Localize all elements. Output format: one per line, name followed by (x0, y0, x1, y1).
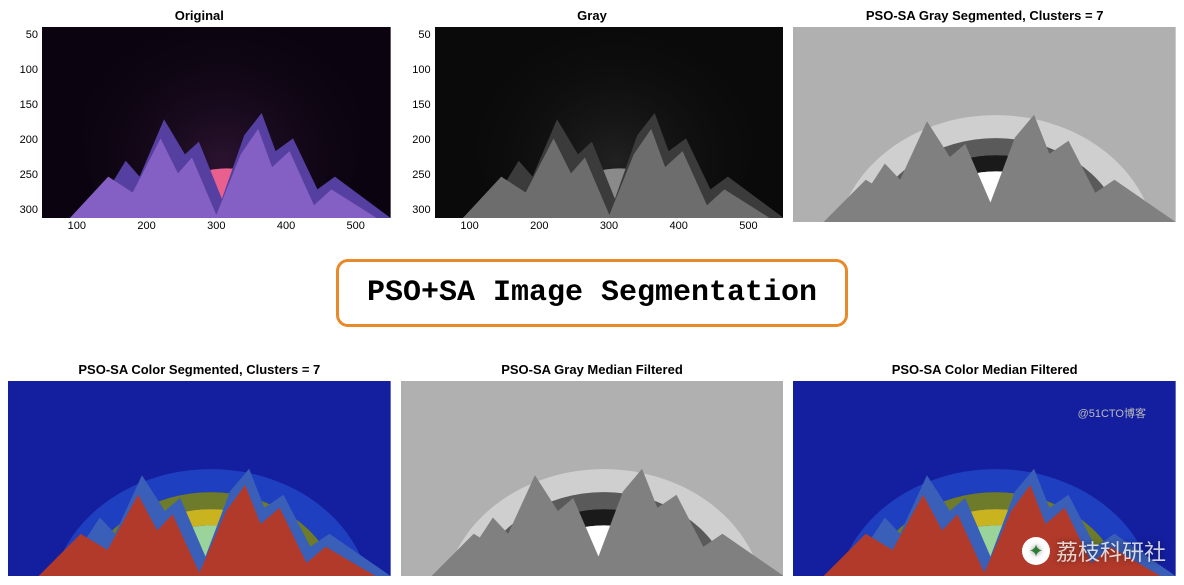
panel-title: PSO-SA Color Median Filtered (892, 362, 1078, 377)
y-tick: 100 (20, 64, 38, 76)
y-axis: 50 100 150 200 250 300 (8, 27, 42, 218)
panel-title: PSO-SA Gray Median Filtered (501, 362, 683, 377)
panel-title: Gray (577, 8, 607, 23)
title-banner: PSO+SA Image Segmentation (336, 259, 848, 327)
panel-original: Original 50 100 150 200 250 300 100 200 … (8, 8, 391, 223)
y-tick: 100 (412, 64, 430, 76)
panel-title: Original (175, 8, 224, 23)
y-tick: 300 (20, 204, 38, 216)
scene-gray-segmented (793, 27, 1176, 222)
title-banner-row: PSO+SA Image Segmentation (8, 233, 1176, 352)
panel-title: PSO-SA Gray Segmented, Clusters = 7 (866, 8, 1104, 23)
y-tick: 50 (418, 29, 430, 41)
image-frame (8, 381, 391, 576)
axes-wrapper: 50 100 150 200 250 300 100 200 300 400 5… (8, 27, 391, 242)
y-axis: 50 100 150 200 250 300 (401, 27, 435, 218)
scene-color-segmented (8, 381, 391, 576)
panel-gray-segmented: PSO-SA Gray Segmented, Clusters = 7 (793, 8, 1176, 223)
blog-watermark: @51CTO博客 (1078, 405, 1146, 421)
image-frame (401, 381, 784, 576)
image-frame (42, 27, 391, 218)
y-tick: 200 (412, 134, 430, 146)
wechat-icon: ✦ (1022, 537, 1050, 565)
panel-color-segmented: PSO-SA Color Segmented, Clusters = 7 (8, 362, 391, 577)
y-tick: 250 (412, 169, 430, 181)
image-frame (793, 27, 1176, 222)
panel-title: PSO-SA Color Segmented, Clusters = 7 (78, 362, 320, 377)
y-tick: 250 (20, 169, 38, 181)
image-frame (435, 27, 784, 218)
scene-gray (435, 27, 784, 218)
watermark-text: 荔枝科研社 (1056, 535, 1166, 567)
wechat-watermark: ✦ 荔枝科研社 (1022, 535, 1166, 567)
y-tick: 50 (26, 29, 38, 41)
scene-gray-median (401, 381, 784, 576)
panel-gray: Gray 50 100 150 200 250 300 100 200 300 … (401, 8, 784, 223)
y-tick: 150 (20, 99, 38, 111)
axes-wrapper: 50 100 150 200 250 300 100 200 300 400 5… (401, 27, 784, 242)
y-tick: 150 (412, 99, 430, 111)
y-tick: 200 (20, 134, 38, 146)
panel-gray-median: PSO-SA Gray Median Filtered (401, 362, 784, 577)
scene-original (42, 27, 391, 218)
y-tick: 300 (412, 204, 430, 216)
figure-grid: Original 50 100 150 200 250 300 100 200 … (0, 0, 1184, 585)
